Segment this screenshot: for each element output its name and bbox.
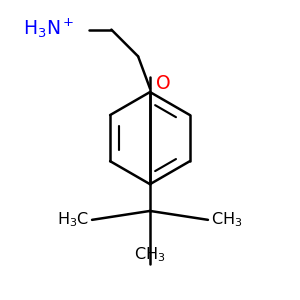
Text: CH$_3$: CH$_3$ [134, 246, 166, 264]
Text: H$_3$N$^+$: H$_3$N$^+$ [22, 16, 74, 40]
Text: O: O [156, 74, 171, 93]
Text: H$_3$C: H$_3$C [57, 211, 89, 229]
Text: CH$_3$: CH$_3$ [211, 211, 242, 229]
